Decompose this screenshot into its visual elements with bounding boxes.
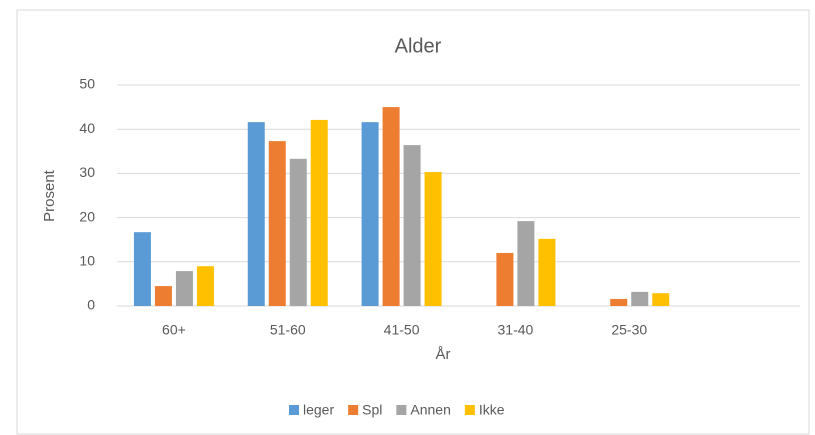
y-tick-label: 10 [79, 253, 95, 269]
x-axis-label: År [436, 346, 451, 363]
legend-swatch [348, 405, 359, 415]
bar [247, 122, 265, 307]
bar [310, 119, 328, 306]
bar [268, 141, 286, 306]
bar [610, 298, 628, 306]
y-tick-label: 20 [79, 208, 95, 224]
bar [154, 286, 172, 306]
bar [361, 122, 379, 307]
legend-swatch [464, 405, 475, 415]
x-tick-label: 25-30 [611, 322, 647, 338]
bar [289, 158, 307, 306]
chart-title: Alder [395, 35, 442, 57]
bar [496, 252, 514, 306]
x-tick-label: 41-50 [384, 322, 420, 338]
bar [403, 145, 421, 306]
bar [517, 221, 535, 306]
bar [175, 271, 193, 306]
x-tick-label: 31-40 [498, 322, 534, 338]
legend-label: Ikke [479, 402, 505, 418]
x-tick-label: 60+ [162, 322, 186, 338]
bar [133, 232, 151, 306]
y-tick-label: 30 [79, 164, 95, 180]
legend-label: Annen [410, 402, 450, 418]
y-tick-label: 0 [87, 297, 95, 313]
y-axis-label: Prosent [41, 169, 58, 222]
bar [538, 238, 556, 306]
y-tick-label: 50 [79, 76, 95, 92]
x-tick-label: 51-60 [270, 322, 306, 338]
bar [382, 107, 400, 306]
legend-label: leger [303, 402, 334, 418]
bar [424, 172, 442, 306]
bar [196, 266, 214, 306]
bar [652, 293, 670, 306]
legend-swatch [289, 405, 299, 415]
bar [631, 291, 649, 306]
legend-label: Spl [362, 402, 382, 418]
y-tick-label: 40 [79, 120, 95, 136]
legend-swatch [396, 405, 407, 415]
